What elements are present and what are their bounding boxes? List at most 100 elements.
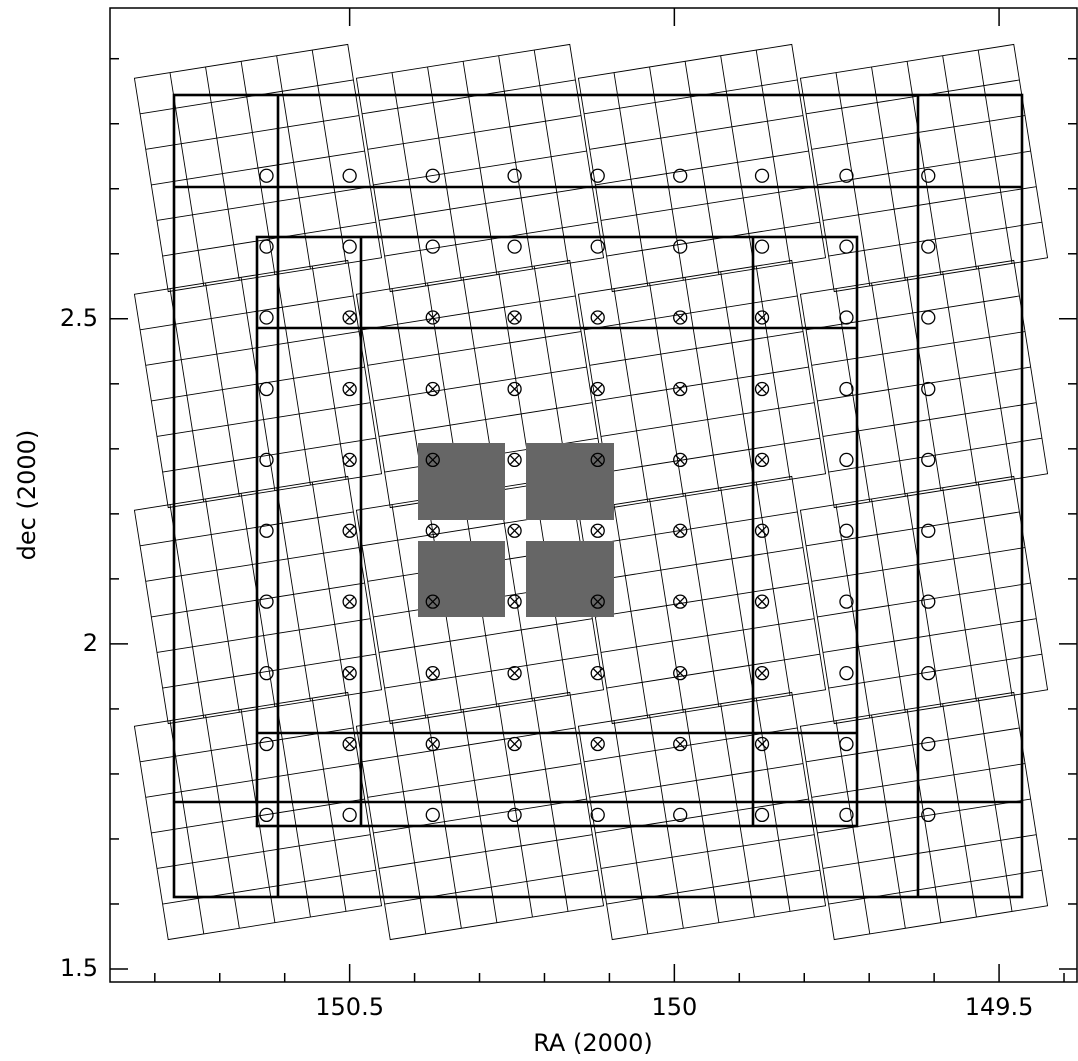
point-circle bbox=[259, 239, 274, 254]
tile-cell-line bbox=[162, 653, 377, 689]
point-cross bbox=[675, 596, 686, 607]
point-circle bbox=[342, 523, 357, 538]
point bbox=[754, 452, 770, 468]
point-cross bbox=[509, 454, 520, 465]
point-circle bbox=[507, 807, 522, 823]
point bbox=[259, 807, 274, 823]
tile bbox=[355, 43, 605, 293]
point-circle bbox=[921, 523, 936, 538]
point bbox=[590, 168, 605, 183]
tile bbox=[577, 475, 827, 725]
point bbox=[590, 736, 605, 752]
point-circle bbox=[425, 239, 440, 254]
gray-square bbox=[418, 443, 505, 520]
point bbox=[839, 666, 854, 681]
point-circle bbox=[425, 310, 440, 325]
point-circle bbox=[839, 523, 854, 538]
point bbox=[425, 594, 440, 609]
point bbox=[754, 666, 770, 681]
tile bbox=[577, 259, 827, 509]
point-circle bbox=[921, 381, 936, 397]
point bbox=[342, 523, 357, 538]
point bbox=[259, 523, 274, 538]
point-cross bbox=[509, 384, 520, 395]
point-circle bbox=[839, 452, 854, 468]
point-circle bbox=[590, 736, 605, 752]
point-cross bbox=[427, 739, 438, 750]
point-cross bbox=[509, 525, 520, 536]
tile bbox=[799, 691, 1049, 941]
point bbox=[590, 239, 605, 254]
point bbox=[673, 239, 688, 254]
point bbox=[839, 452, 854, 468]
point-circle bbox=[839, 666, 854, 681]
point-circle bbox=[673, 736, 688, 752]
tile-cell-line bbox=[828, 437, 1043, 473]
point bbox=[673, 168, 688, 183]
tile-cell-line bbox=[606, 221, 821, 257]
point-circle bbox=[342, 666, 357, 681]
point-circle bbox=[839, 381, 854, 397]
point-circle bbox=[921, 310, 936, 325]
tile-cell-line bbox=[384, 221, 599, 257]
point-cross bbox=[509, 312, 520, 323]
point bbox=[921, 523, 936, 538]
point-circle bbox=[259, 452, 274, 468]
point-cross bbox=[592, 384, 603, 395]
point-cross bbox=[757, 739, 768, 750]
point-circle bbox=[259, 807, 274, 823]
point-circle bbox=[673, 381, 688, 397]
point bbox=[921, 452, 936, 468]
point-circle bbox=[342, 736, 357, 752]
point-circle bbox=[259, 736, 274, 752]
point bbox=[673, 666, 688, 681]
point bbox=[921, 168, 936, 183]
point-cross bbox=[675, 312, 686, 323]
point bbox=[342, 310, 357, 325]
point-cross bbox=[427, 525, 438, 536]
point bbox=[590, 452, 605, 468]
point bbox=[673, 523, 688, 538]
point-circle bbox=[342, 310, 357, 325]
point-cross bbox=[427, 596, 438, 607]
point bbox=[839, 168, 854, 183]
point-circle bbox=[673, 666, 688, 681]
plot-frame bbox=[109, 7, 1078, 983]
point bbox=[921, 381, 936, 397]
tile-cell-line bbox=[828, 869, 1043, 905]
point-cross bbox=[675, 668, 686, 679]
point-cross bbox=[427, 312, 438, 323]
point bbox=[754, 807, 770, 823]
point bbox=[921, 807, 936, 823]
point-cross bbox=[757, 312, 768, 323]
gray-square bbox=[526, 541, 614, 617]
point bbox=[839, 239, 854, 254]
point bbox=[507, 594, 522, 609]
tile bbox=[577, 691, 827, 941]
point-cross bbox=[592, 739, 603, 750]
point bbox=[754, 594, 770, 609]
point-circle bbox=[673, 452, 688, 468]
point-cross bbox=[675, 739, 686, 750]
field-outlines bbox=[172, 93, 1024, 899]
point-circle bbox=[921, 239, 936, 254]
point-cross bbox=[592, 596, 603, 607]
point-circle bbox=[507, 736, 522, 752]
point bbox=[259, 381, 274, 397]
point-circle bbox=[921, 452, 936, 468]
point-cross bbox=[344, 384, 355, 395]
point bbox=[921, 736, 936, 752]
point-circle bbox=[921, 168, 936, 183]
point-cross bbox=[757, 596, 768, 607]
point-cross bbox=[757, 668, 768, 679]
point bbox=[425, 523, 440, 538]
point bbox=[425, 666, 440, 681]
point-circle bbox=[507, 168, 522, 183]
tile-cell-line bbox=[606, 869, 821, 905]
y-axis-title: dec (2000) bbox=[13, 430, 41, 561]
point bbox=[259, 736, 274, 752]
point-circle bbox=[673, 168, 688, 183]
point bbox=[839, 310, 854, 325]
point bbox=[754, 381, 770, 397]
point-circle bbox=[590, 452, 605, 468]
